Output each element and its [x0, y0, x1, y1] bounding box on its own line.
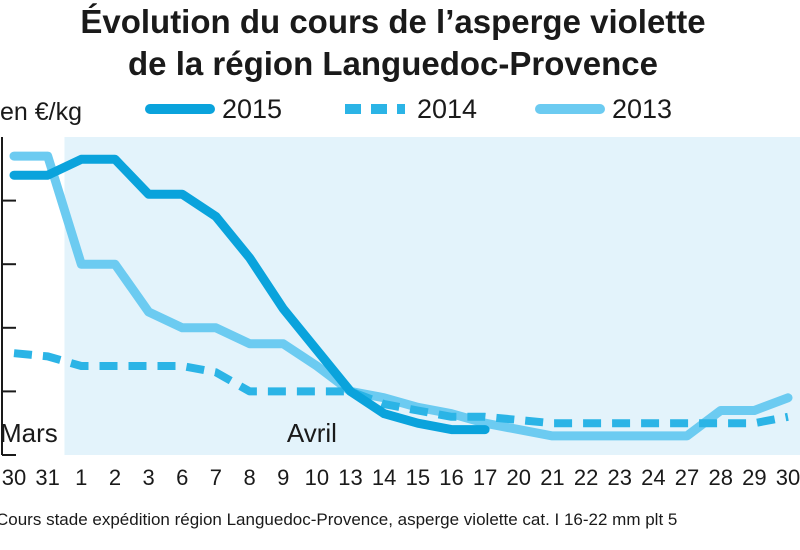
y-axis-label: en €/kg: [0, 98, 82, 126]
month-label: Mars: [0, 418, 58, 448]
x-tick-label: 15: [406, 465, 430, 490]
x-tick-label: 13: [338, 465, 362, 490]
x-tick-label: 20: [507, 465, 531, 490]
legend-label-2013: 2013: [612, 94, 672, 124]
x-tick-label: 9: [277, 465, 289, 490]
x-tick-label: 17: [473, 465, 497, 490]
x-tick-label: 30: [776, 465, 800, 490]
y-axis: [1, 137, 16, 456]
month-label: Avril: [287, 418, 337, 448]
series-lines: [9, 151, 793, 441]
chart-title-line-2: de la région Languedoc-Provence: [128, 45, 658, 82]
x-tick-label: 24: [641, 465, 665, 490]
x-tick-label: 10: [305, 465, 329, 490]
x-tick-label: 8: [243, 465, 255, 490]
x-tick-label: 16: [439, 465, 463, 490]
legend-label-2015: 2015: [222, 94, 282, 124]
chart-title-line-1: Évolution du cours de l’asperge violette: [80, 3, 705, 40]
x-tick-label: 27: [675, 465, 699, 490]
x-tick-labels: 30 31 1 2 3 6 7 8 9 10 13 14 15 16 17 20 21 22 23 24 27 28 29 3…: [2, 465, 800, 490]
x-tick-label: 3: [142, 465, 154, 490]
x-tick-label: 22: [574, 465, 598, 490]
x-tick-label: 30: [2, 465, 26, 490]
source-note: Cours stade expédition région Languedoc-…: [0, 510, 677, 529]
x-tick-label: 29: [742, 465, 766, 490]
x-tick-label: 28: [708, 465, 732, 490]
x-tick-label: 21: [540, 465, 564, 490]
x-tick-label: 31: [35, 465, 59, 490]
x-tick-label: 6: [176, 465, 188, 490]
x-tick-label: 2: [109, 465, 121, 490]
x-tick-label: 7: [210, 465, 222, 490]
x-tick-label: 23: [607, 465, 631, 490]
series-line-2013: [9, 151, 793, 441]
legend-label-2014: 2014: [417, 94, 477, 124]
month-labels: Mars Avril: [0, 418, 337, 448]
x-tick-label: 1: [75, 465, 87, 490]
legend: 2015 2014 2013: [145, 94, 672, 124]
series-line-2015: [9, 154, 490, 435]
chart-highlight-band: [64, 137, 800, 455]
x-tick-label: 14: [372, 465, 396, 490]
series-line-2014: [13, 349, 789, 428]
